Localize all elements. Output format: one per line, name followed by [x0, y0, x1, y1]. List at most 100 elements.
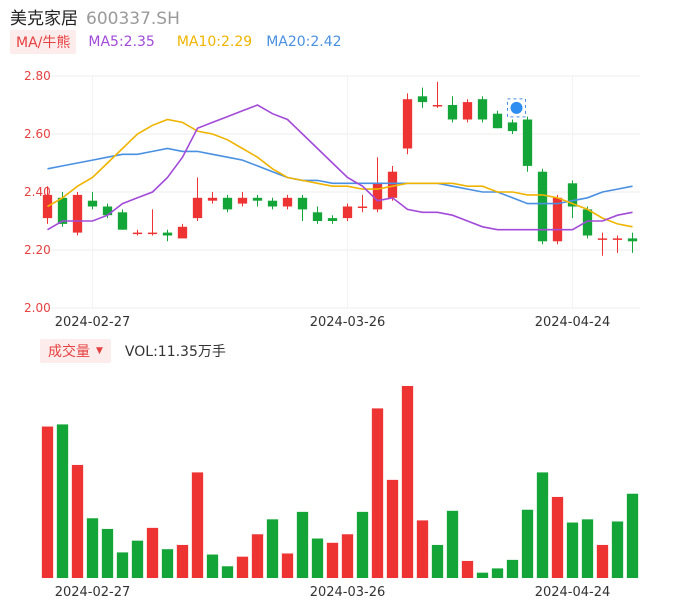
ma5-line — [47, 104, 633, 231]
candle — [402, 93, 413, 155]
stock-name: 美克家居 — [10, 9, 78, 29]
candle-body — [357, 206, 368, 208]
candle — [342, 203, 353, 221]
volume-bar — [311, 538, 324, 578]
candle — [267, 197, 278, 210]
candle-body — [117, 212, 128, 230]
ma10-legend: MA10:2.29 — [176, 34, 253, 50]
volume-bar — [251, 534, 264, 578]
volume-bar — [296, 511, 309, 578]
event-marker-dot — [510, 101, 523, 114]
x-tick-label: 2024-02-27 — [55, 315, 131, 330]
candle — [327, 215, 338, 224]
candle — [462, 99, 473, 123]
volume-bar — [266, 519, 279, 578]
candle — [222, 194, 233, 213]
candle-body — [552, 197, 563, 242]
stock-header: 美克家居 600337.SH — [10, 4, 180, 29]
candle-body — [597, 238, 608, 240]
candle-body — [267, 200, 278, 207]
candle — [297, 194, 308, 221]
candle — [507, 119, 518, 134]
candle-body — [297, 197, 308, 210]
candle-body — [177, 226, 188, 239]
candle — [207, 192, 218, 204]
candle — [237, 192, 248, 207]
candle — [582, 206, 593, 239]
candle-body — [417, 96, 428, 103]
volume-bar — [56, 424, 69, 578]
candle-body — [582, 209, 593, 236]
ma10-line — [47, 118, 633, 228]
ma-indicator-selector[interactable]: MA/牛熊 — [10, 30, 77, 54]
candle-body — [507, 122, 518, 132]
candle — [537, 168, 548, 245]
ma5-legend: MA5:2.35 — [88, 34, 155, 50]
volume-bar — [161, 549, 174, 578]
volume-indicator-selector[interactable]: 成交量 ▼ — [40, 339, 111, 363]
volume-bar — [491, 568, 504, 578]
candle-body — [492, 113, 503, 129]
volume-bar — [461, 560, 474, 578]
volume-bar — [86, 518, 99, 578]
candle-body — [87, 200, 98, 207]
volume-chart[interactable]: 2024-02-27 2024-03-26 2024-04-24 — [0, 366, 686, 606]
volume-bar — [41, 426, 54, 578]
candle-body — [522, 119, 533, 166]
candle — [72, 192, 83, 236]
candle-body — [372, 183, 383, 210]
volume-bar — [431, 544, 444, 578]
stock-code: 600337.SH — [86, 9, 180, 29]
y-tick-label: 2.60 — [24, 127, 51, 141]
candle-body — [462, 102, 473, 120]
candle — [567, 180, 578, 219]
volume-selector-label: 成交量 — [48, 344, 90, 360]
volume-bar — [386, 479, 399, 578]
y-tick-label: 2.00 — [24, 301, 51, 315]
candle-body — [312, 212, 323, 221]
candle-body — [477, 99, 488, 120]
candle-body — [72, 194, 83, 233]
candle — [417, 87, 428, 108]
volume-bar — [446, 510, 459, 578]
candle-body — [132, 232, 143, 235]
candle — [162, 229, 173, 242]
volume-x-tick-label: 2024-02-27 — [55, 585, 131, 600]
candle-body — [537, 171, 548, 242]
volume-bar — [551, 496, 564, 578]
candle — [312, 206, 323, 224]
candle-body — [567, 183, 578, 207]
candle-body — [627, 238, 638, 242]
volume-bar — [146, 527, 159, 578]
volume-bar — [236, 556, 249, 578]
y-tick-label: 2.80 — [24, 69, 51, 83]
volume-bar — [101, 528, 114, 578]
candle — [627, 232, 638, 253]
candle — [132, 229, 143, 236]
volume-bar — [416, 520, 429, 578]
candle-body — [147, 232, 158, 235]
candle-body — [387, 171, 398, 198]
candle — [432, 81, 443, 108]
volume-bar — [611, 521, 624, 578]
candle-body — [222, 197, 233, 210]
volume-bar — [371, 408, 384, 578]
candle-body — [327, 218, 338, 221]
candle — [357, 194, 368, 213]
candle-body — [612, 238, 623, 240]
candle — [597, 232, 608, 256]
volume-bar — [281, 553, 294, 578]
candle — [177, 223, 188, 239]
ma20-line — [47, 147, 633, 205]
volume-bar — [341, 534, 354, 578]
volume-bar — [476, 572, 489, 578]
candle — [147, 209, 158, 236]
volume-bar — [176, 544, 189, 578]
candle — [372, 157, 383, 213]
ma20-legend: MA20:2.42 — [266, 34, 342, 50]
volume-bar — [206, 554, 219, 578]
candle-body — [252, 197, 263, 201]
volume-bar — [221, 566, 234, 578]
volume-bar — [71, 464, 84, 578]
